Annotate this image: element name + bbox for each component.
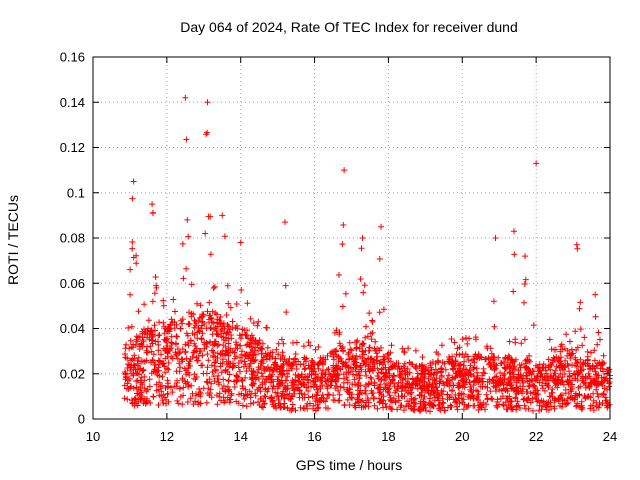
x-tick-label: 24 <box>603 429 617 444</box>
x-tick-labels: 10 12 14 16 18 20 22 24 <box>86 429 617 444</box>
data-points <box>121 94 613 415</box>
scatter-points <box>121 94 613 415</box>
grid-lines <box>93 57 610 419</box>
axis-ticks <box>92 56 611 420</box>
x-tick-label: 22 <box>529 429 543 444</box>
x-axis-label: GPS time / hours <box>296 457 403 473</box>
y-tick-label: 0.02 <box>60 366 85 381</box>
x-tick-label: 14 <box>233 429 247 444</box>
y-tick-label: 0.1 <box>67 185 85 200</box>
x-tick-label: 10 <box>86 429 100 444</box>
y-tick-label: 0.14 <box>60 95 85 110</box>
y-tick-label: 0.16 <box>60 50 85 65</box>
x-tick-label: 18 <box>381 429 395 444</box>
y-axis-label: ROTI / TECUs <box>5 195 21 285</box>
x-tick-label: 20 <box>455 429 469 444</box>
x-tick-label: 16 <box>307 429 321 444</box>
y-tick-label: 0.04 <box>60 321 85 336</box>
y-tick-label: 0.12 <box>60 140 85 155</box>
plot-frame <box>92 56 611 420</box>
y-tick-label: 0 <box>78 412 85 427</box>
y-tick-label: 0.06 <box>60 276 85 291</box>
chart-title: Day 064 of 2024, Rate Of TEC Index for r… <box>180 19 517 35</box>
y-tick-label: 0.08 <box>60 231 85 246</box>
y-tick-labels: 0 0.02 0.04 0.06 0.08 0.1 0.12 0.14 0.16 <box>60 50 85 427</box>
x-tick-label: 12 <box>160 429 174 444</box>
